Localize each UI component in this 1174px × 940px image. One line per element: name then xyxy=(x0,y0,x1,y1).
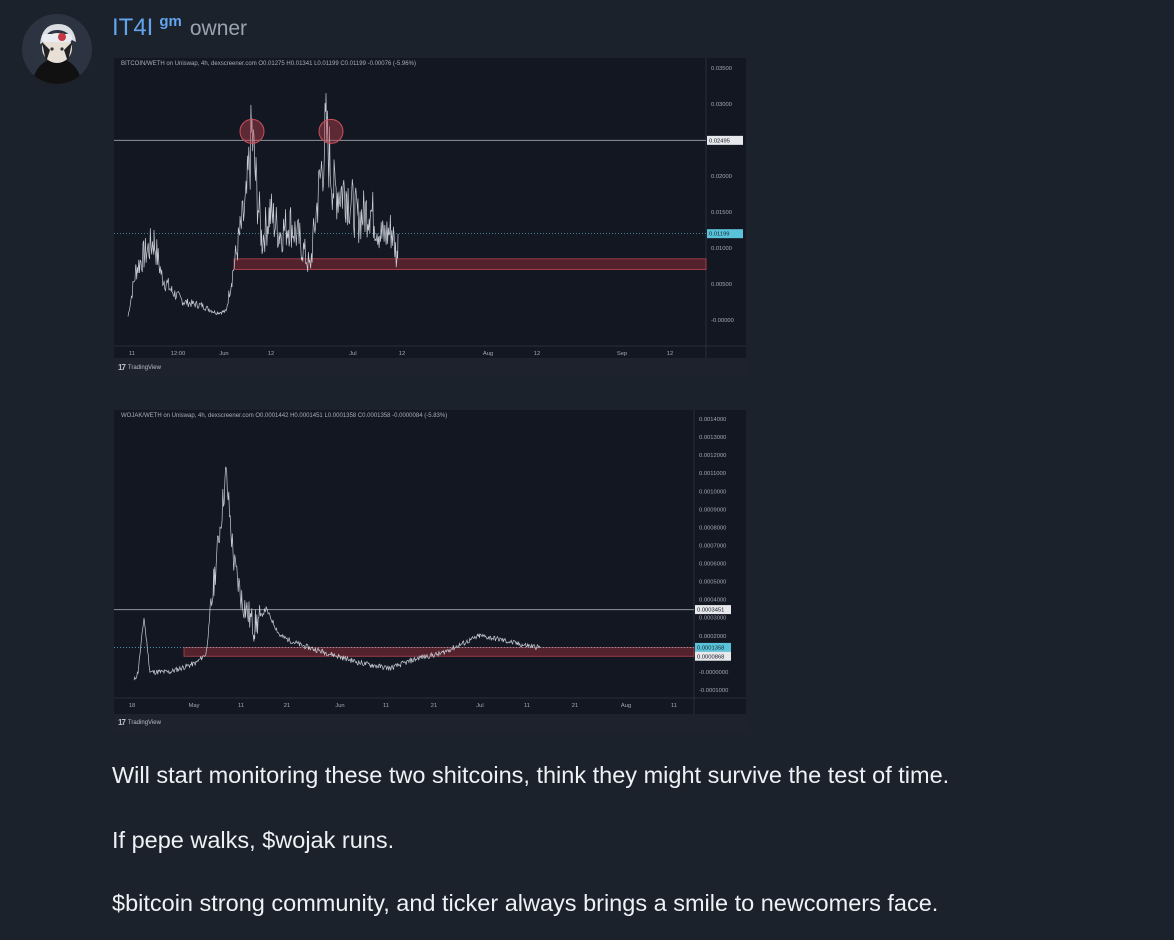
x-tick-label: 12:00 xyxy=(171,351,186,357)
message-paragraph: $bitcoin strong community, and ticker al… xyxy=(112,890,939,916)
x-tick-label: 18 xyxy=(129,703,135,709)
chart-bitcoin-plot: 0.035000.030000.025000.020000.015000.010… xyxy=(114,58,746,358)
x-tick-label: 11 xyxy=(671,703,677,709)
x-tick-label: 12 xyxy=(667,351,673,357)
x-tick-label: 12 xyxy=(534,351,540,357)
tradingview-label: TradingView xyxy=(127,364,161,371)
x-tick-label: Jul xyxy=(349,351,356,357)
tradingview-logo: 17 TradingView xyxy=(118,363,161,372)
x-tick-label: 21 xyxy=(572,703,578,709)
x-tick-label: 21 xyxy=(431,703,437,709)
y-tick-label: 0.03500 xyxy=(711,66,732,72)
x-tick-label: 11 xyxy=(383,703,389,709)
y-tick-label: 0.00500 xyxy=(711,282,732,288)
current-price-label-bg xyxy=(707,229,743,239)
y-tick-label: 0.01500 xyxy=(711,210,732,216)
support-price-label: 0.0000868 xyxy=(697,654,724,660)
y-tick-label: -0.0000000 xyxy=(699,670,728,676)
y-tick-label: 0.01000 xyxy=(711,246,732,252)
y-tick-label: 0.0009000 xyxy=(699,507,726,513)
x-tick-label: May xyxy=(189,703,200,709)
y-tick-label: 0.0004000 xyxy=(699,598,726,604)
chart-background xyxy=(114,58,746,358)
y-tick-label: 0.0008000 xyxy=(699,525,726,531)
y-tick-label: -0.00000 xyxy=(711,318,734,324)
chart-title: BITCOIN/WETH on Uniswap, 4h, dexscreener… xyxy=(121,61,416,67)
y-tick-label: 0.0013000 xyxy=(699,435,726,441)
y-tick-label: 0.0003000 xyxy=(699,616,726,622)
x-tick-label: 12 xyxy=(268,351,274,357)
author-name[interactable]: IT4I xyxy=(112,14,154,41)
message-paragraph: Will start monitoring these two shitcoin… xyxy=(112,762,950,788)
author-badge: gm xyxy=(159,13,182,30)
y-tick-label: 0.0010000 xyxy=(699,489,726,495)
avatar[interactable] xyxy=(22,14,92,84)
resistance-price-label: 0.0003451 xyxy=(697,608,724,614)
y-tick-label: 0.03000 xyxy=(711,102,732,108)
peak-marker xyxy=(239,118,265,144)
current-price-label: 0.01199 xyxy=(709,232,730,238)
avatar-image xyxy=(22,14,92,84)
price-line xyxy=(133,466,541,681)
support-zone xyxy=(233,258,707,271)
current-price-label: 0.0001358 xyxy=(697,645,724,651)
y-tick-label: 0.0007000 xyxy=(699,543,726,549)
x-tick-label: 11 xyxy=(524,703,530,709)
price-line xyxy=(127,93,399,317)
resistance-price-label: 0.02495 xyxy=(709,138,730,144)
y-tick-label: 0.02000 xyxy=(711,174,732,180)
x-tick-label: 11 xyxy=(238,703,244,709)
message-paragraph: If pepe walks, $wojak runs. xyxy=(112,827,395,853)
support-price-label-bg xyxy=(695,651,731,661)
x-tick-label: Aug xyxy=(621,703,631,709)
y-tick-label: 0.0006000 xyxy=(699,562,726,568)
resistance-price-label-bg xyxy=(695,605,731,615)
y-tick-label: 0.0002000 xyxy=(699,634,726,640)
x-tick-label: Aug xyxy=(483,351,493,357)
chart-wojak-weth[interactable]: 0.0014000 0.0013000 0.0012000 0.0011000 0.00… xyxy=(114,410,746,732)
current-price-label-bg xyxy=(695,642,731,652)
tradingview-logo: 17 TradingView xyxy=(118,718,161,727)
x-tick-label: Jun xyxy=(335,703,344,709)
resistance-price-label-bg xyxy=(707,135,743,145)
post-header: IT4I gm owner xyxy=(112,13,248,44)
y-tick-label: 0.0014000 xyxy=(699,417,726,423)
x-tick-label: 21 xyxy=(284,703,290,709)
tradingview-icon: 17 xyxy=(118,363,126,372)
y-tick-label: 0.0011000 xyxy=(699,471,726,477)
peak-marker xyxy=(318,118,344,144)
x-tick-label: 12 xyxy=(399,351,405,357)
x-tick-label: Jul xyxy=(476,703,483,709)
chart-wojak-plot: 0.0014000 0.0013000 0.0012000 0.0011000 0.00… xyxy=(114,410,746,714)
x-tick-label: Sep xyxy=(617,351,627,357)
x-tick-label: 11 xyxy=(129,351,135,357)
tradingview-label: TradingView xyxy=(127,719,161,726)
x-tick-label: Jun xyxy=(219,351,228,357)
y-tick-label: 0.0005000 xyxy=(699,580,726,586)
tradingview-icon: 17 xyxy=(118,718,126,727)
author-role: owner xyxy=(189,17,248,40)
y-tick-label: 0.0012000 xyxy=(699,453,726,459)
y-tick-label: -0.0001000 xyxy=(699,688,728,694)
chart-background xyxy=(114,410,746,714)
chart-bitcoin-weth[interactable]: 0.035000.030000.025000.020000.015000.010… xyxy=(114,58,746,376)
chart-title: WOJAK/WETH on Uniswap, 4h, dexscreener.c… xyxy=(121,413,448,419)
